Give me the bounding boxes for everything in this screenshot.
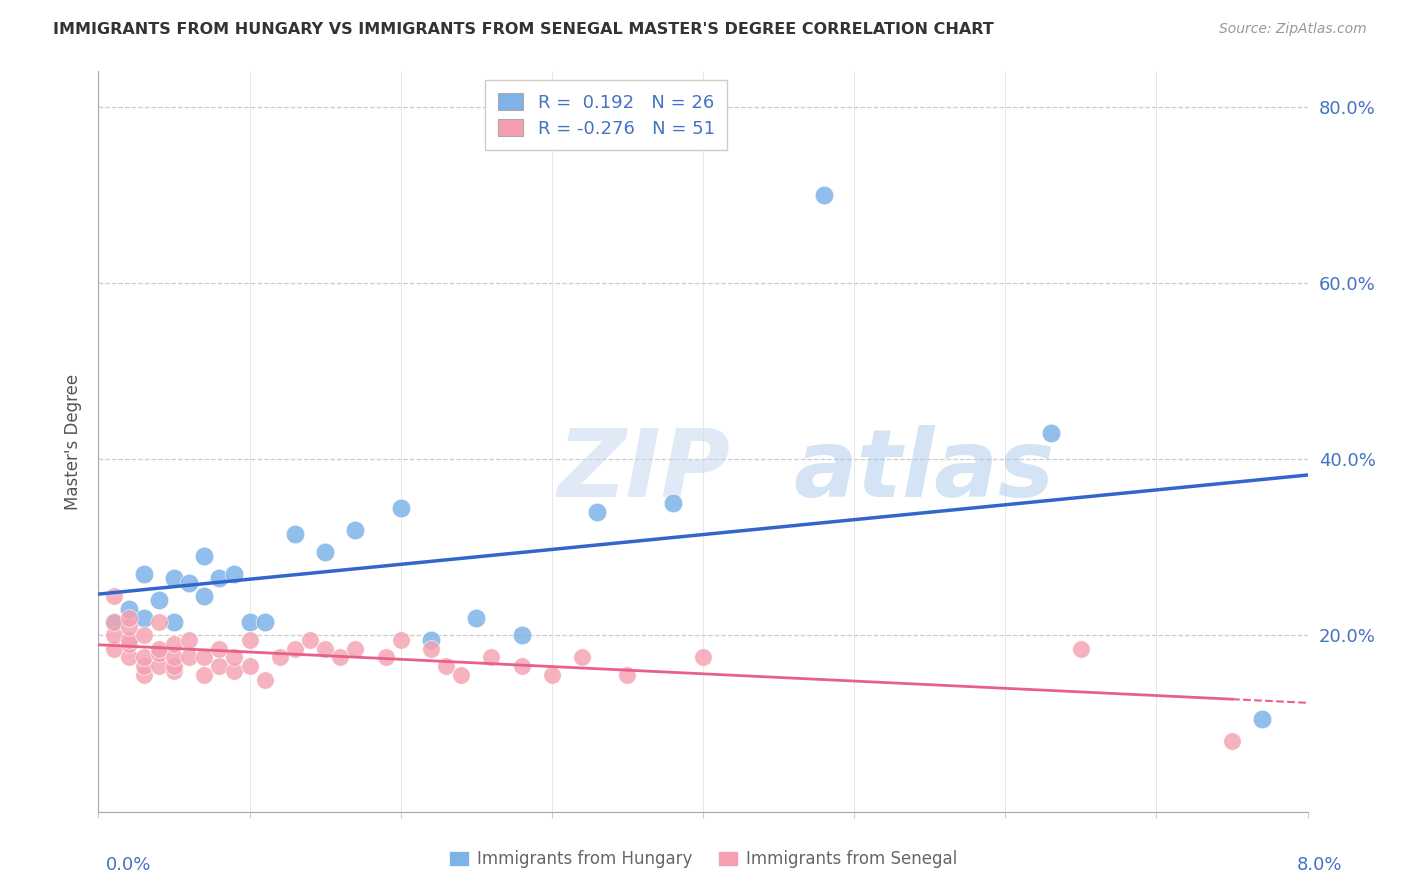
Point — [103, 628, 125, 642]
Point — [208, 659, 231, 673]
Point — [103, 589, 125, 603]
Point — [434, 659, 457, 673]
Point — [148, 659, 170, 673]
Point — [163, 571, 186, 585]
Point — [420, 632, 443, 647]
Point — [239, 659, 262, 673]
Point — [389, 500, 412, 515]
Text: Source: ZipAtlas.com: Source: ZipAtlas.com — [1219, 22, 1367, 37]
Text: ZIP: ZIP — [558, 425, 731, 517]
Point — [692, 650, 714, 665]
Text: 0.0%: 0.0% — [105, 856, 150, 874]
Point — [193, 668, 215, 682]
Point — [118, 619, 141, 633]
Point — [148, 593, 170, 607]
Point — [269, 650, 291, 665]
Point — [224, 566, 246, 581]
Point — [239, 615, 262, 630]
Point — [132, 566, 155, 581]
Point — [510, 659, 533, 673]
Point — [163, 659, 186, 673]
Point — [510, 628, 533, 642]
Point — [208, 641, 231, 656]
Point — [1039, 425, 1062, 440]
Point — [1220, 734, 1243, 748]
Point — [118, 637, 141, 651]
Point — [224, 664, 246, 678]
Point — [329, 650, 352, 665]
Point — [314, 641, 336, 656]
Point — [344, 641, 367, 656]
Point — [118, 650, 141, 665]
Point — [299, 632, 322, 647]
Point — [163, 637, 186, 651]
Point — [253, 673, 276, 687]
Point — [148, 646, 170, 660]
Point — [193, 650, 215, 665]
Text: IMMIGRANTS FROM HUNGARY VS IMMIGRANTS FROM SENEGAL MASTER'S DEGREE CORRELATION C: IMMIGRANTS FROM HUNGARY VS IMMIGRANTS FR… — [53, 22, 994, 37]
Point — [132, 668, 155, 682]
Point — [118, 611, 141, 625]
Point — [163, 615, 186, 630]
Point — [1070, 641, 1092, 656]
Y-axis label: Master's Degree: Master's Degree — [65, 374, 83, 509]
Point — [103, 615, 125, 630]
Point — [571, 650, 593, 665]
Point — [1251, 712, 1274, 726]
Point — [344, 523, 367, 537]
Text: atlas: atlas — [793, 425, 1054, 517]
Point — [118, 602, 141, 616]
Point — [481, 650, 503, 665]
Point — [148, 615, 170, 630]
Point — [179, 632, 201, 647]
Point — [193, 589, 215, 603]
Point — [148, 641, 170, 656]
Point — [374, 650, 396, 665]
Point — [103, 615, 125, 630]
Point — [450, 668, 472, 682]
Point — [132, 611, 155, 625]
Point — [616, 668, 638, 682]
Point — [540, 668, 562, 682]
Point — [163, 650, 186, 665]
Point — [132, 659, 155, 673]
Point — [193, 549, 215, 563]
Point — [132, 628, 155, 642]
Text: 8.0%: 8.0% — [1298, 856, 1343, 874]
Point — [420, 641, 443, 656]
Point — [179, 575, 201, 590]
Point — [239, 632, 262, 647]
Point — [179, 650, 201, 665]
Point — [284, 641, 307, 656]
Point — [284, 527, 307, 541]
Point — [253, 615, 276, 630]
Point — [661, 496, 683, 510]
Point — [103, 641, 125, 656]
Point — [314, 545, 336, 559]
Point — [118, 632, 141, 647]
Legend: R =  0.192   N = 26, R = -0.276   N = 51: R = 0.192 N = 26, R = -0.276 N = 51 — [485, 80, 727, 151]
Point — [389, 632, 412, 647]
Point — [465, 611, 488, 625]
Point — [813, 187, 835, 202]
Point — [208, 571, 231, 585]
Point — [586, 505, 609, 519]
Legend: Immigrants from Hungary, Immigrants from Senegal: Immigrants from Hungary, Immigrants from… — [443, 844, 963, 875]
Point — [132, 650, 155, 665]
Point — [163, 664, 186, 678]
Point — [224, 650, 246, 665]
